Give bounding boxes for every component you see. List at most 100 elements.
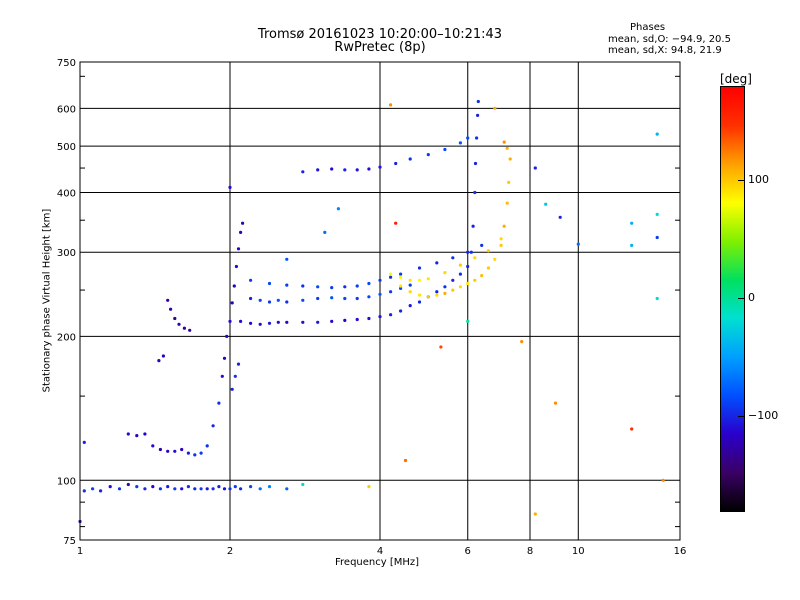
data-point: [323, 230, 327, 234]
colorbar-tick-label: 100: [748, 173, 769, 187]
data-point: [233, 374, 237, 378]
colorbar-tick-mark: [738, 298, 744, 299]
data-point: [417, 266, 422, 270]
data-point: [355, 284, 359, 288]
data-point: [166, 449, 170, 453]
data-point: [378, 315, 382, 319]
data-point: [426, 153, 430, 157]
data-point: [225, 334, 229, 338]
data-point: [439, 345, 443, 349]
data-point: [199, 451, 203, 455]
data-point: [493, 106, 497, 110]
data-point: [367, 485, 371, 489]
colorbar-ticks: 100 0 −100: [738, 86, 800, 510]
data-point: [394, 221, 398, 225]
data-point: [435, 290, 439, 294]
data-point: [443, 271, 447, 275]
data-point: [236, 362, 241, 366]
y-tick-label: 750: [57, 58, 76, 69]
data-point: [655, 132, 659, 136]
data-point: [166, 485, 170, 489]
plot-frame: [79, 61, 681, 541]
data-point: [458, 285, 462, 289]
data-point: [480, 274, 484, 278]
colorbar: [720, 86, 745, 512]
data-point: [258, 487, 262, 491]
data-point: [378, 278, 382, 282]
data-point: [399, 272, 403, 276]
data-point: [655, 235, 659, 240]
data-point: [205, 444, 209, 448]
data-point: [228, 185, 232, 189]
data-point: [158, 487, 162, 491]
data-point: [166, 298, 170, 302]
data-point: [232, 284, 236, 288]
data-point: [367, 316, 371, 321]
data-point: [466, 281, 470, 286]
data-point: [180, 447, 184, 452]
data-point: [199, 487, 203, 491]
data-point: [367, 295, 371, 299]
data-point: [330, 286, 334, 290]
data-point: [473, 256, 477, 260]
data-point: [443, 147, 447, 152]
data-point: [336, 207, 340, 211]
data-point: [230, 387, 234, 391]
data-point: [435, 293, 439, 297]
data-point: [408, 304, 412, 308]
data-point: [394, 161, 398, 166]
y-tick-label: 300: [57, 248, 76, 259]
data-point: [443, 291, 447, 295]
data-point: [471, 224, 475, 228]
data-point: [502, 140, 506, 144]
data-point: [222, 487, 227, 491]
data-point: [443, 285, 447, 289]
data-point: [230, 301, 234, 305]
data-point: [249, 485, 253, 489]
data-point: [82, 489, 86, 493]
data-point: [533, 166, 537, 170]
data-point: [158, 447, 162, 452]
data-point: [173, 487, 177, 491]
data-point: [661, 478, 665, 482]
data-point: [267, 300, 272, 304]
data-point: [508, 157, 512, 161]
data-point: [249, 278, 253, 282]
data-point: [451, 278, 455, 282]
data-point: [285, 487, 289, 491]
data-point: [258, 298, 262, 302]
data-point: [220, 374, 224, 378]
data-point: [236, 247, 241, 251]
data-point: [285, 320, 289, 324]
data-point: [378, 165, 382, 169]
data-point: [343, 318, 347, 322]
data-point: [241, 221, 245, 225]
data-point: [389, 313, 393, 317]
data-point: [193, 487, 197, 491]
data-point: [435, 261, 439, 265]
data-point: [301, 482, 305, 487]
data-point: [355, 296, 359, 301]
grid-lines: [80, 62, 680, 540]
data-point: [267, 281, 272, 286]
x-axis-label: Frequency [MHz]: [335, 557, 420, 568]
x-tick-label: 1: [77, 546, 83, 557]
data-point: [82, 440, 86, 444]
x-tick-label: 10: [572, 546, 585, 557]
data-point: [99, 489, 103, 493]
data-point: [655, 296, 659, 301]
data-point: [301, 320, 305, 324]
data-point: [367, 281, 371, 286]
data-point: [211, 424, 215, 428]
data-point: [473, 190, 477, 195]
data-point: [217, 401, 221, 405]
data-point: [480, 243, 484, 247]
data-point: [301, 298, 305, 302]
colorbar-unit: [deg]: [720, 72, 752, 86]
data-point: [258, 322, 262, 326]
data-point: [211, 487, 215, 491]
data-point: [249, 296, 253, 301]
data-point: [343, 285, 347, 289]
data-point: [267, 321, 272, 325]
data-point: [469, 250, 473, 254]
